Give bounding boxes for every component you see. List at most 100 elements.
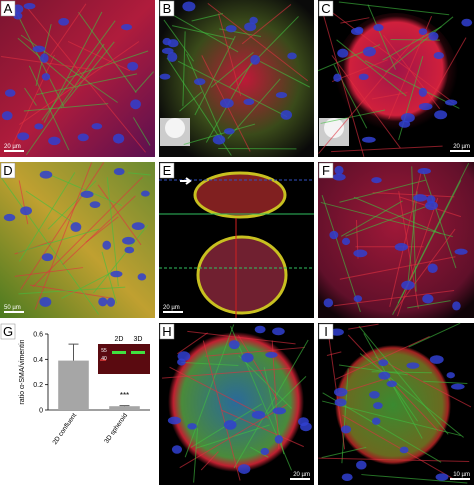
nucleus (138, 273, 147, 280)
nucleus (265, 352, 277, 358)
inset-sphere (165, 118, 185, 138)
nucleus (224, 420, 237, 430)
nucleus (244, 22, 256, 31)
nucleus (275, 435, 283, 444)
nucleus (132, 222, 145, 230)
bar (109, 406, 140, 410)
nucleus (107, 298, 115, 307)
nucleus (287, 52, 296, 59)
nucleus (78, 134, 89, 142)
nucleus (335, 166, 344, 175)
nucleus (373, 402, 383, 409)
nucleus (229, 340, 240, 349)
nucleus (42, 73, 50, 80)
nucleus (130, 99, 141, 109)
nucleus (422, 294, 433, 303)
nucleus (250, 55, 260, 65)
scale-bar-label: 20 µm (453, 144, 470, 150)
nucleus (341, 425, 351, 433)
nucleus (452, 301, 461, 310)
annotation: *** (120, 391, 129, 400)
nucleus (356, 461, 366, 470)
nucleus (113, 134, 124, 144)
nucleus (354, 27, 363, 34)
nucleus (419, 103, 433, 110)
nucleus (238, 464, 250, 474)
nucleus (401, 281, 414, 290)
marker-label: 40 (101, 356, 107, 362)
blot-band (131, 351, 145, 354)
nucleus (162, 48, 174, 54)
scale-bar-label: 20 µm (293, 472, 310, 478)
nucleus (90, 201, 101, 208)
panel-label: F (322, 163, 330, 178)
lane-label: 2D (115, 336, 124, 343)
nucleus (122, 237, 135, 245)
nucleus (395, 243, 408, 251)
nucleus (428, 32, 438, 41)
nucleus (461, 19, 472, 27)
nucleus (399, 121, 410, 128)
nucleus (362, 137, 376, 143)
nucleus (40, 53, 48, 63)
y-tick-label: 0 (39, 408, 43, 415)
nucleus (226, 25, 237, 32)
nucleus (102, 241, 111, 250)
scale-bar-label: 10 µm (453, 472, 470, 478)
nucleus (413, 194, 427, 201)
nucleus (378, 372, 390, 380)
nucleus (187, 423, 197, 429)
nucleus (363, 47, 376, 57)
panel-label: E (163, 163, 172, 178)
lane-label: 3D (134, 336, 143, 343)
nucleus (447, 372, 455, 378)
nucleus (168, 39, 179, 47)
nucleus (434, 110, 447, 119)
nucleus (124, 247, 134, 254)
marker-label: 55 (101, 348, 107, 354)
nucleus (372, 418, 381, 425)
nucleus (371, 177, 382, 183)
nucleus (194, 78, 205, 85)
nucleus (324, 298, 333, 307)
nucleus (373, 24, 383, 31)
nucleus (40, 171, 53, 179)
nucleus (272, 328, 285, 336)
nucleus (34, 123, 43, 129)
bar (58, 361, 89, 410)
scale-bar-label: 50 µm (4, 305, 21, 311)
nucleus (80, 191, 93, 198)
nucleus (354, 295, 362, 302)
nucleus (281, 110, 292, 120)
panel-label: I (324, 324, 328, 339)
nucleus (4, 214, 15, 221)
panel-label: B (163, 1, 172, 16)
nucleus (121, 24, 132, 30)
panel-label: C (321, 1, 330, 16)
y-tick-label: 0.2 (33, 382, 43, 389)
nucleus (24, 3, 36, 9)
nucleus (168, 417, 181, 425)
nucleus (243, 99, 254, 105)
blot-band (112, 351, 126, 354)
nucleus (177, 359, 186, 366)
y-tick-label: 0.4 (33, 357, 43, 364)
nucleus (333, 74, 341, 82)
nucleus (172, 445, 182, 454)
nucleus (5, 89, 16, 97)
nucleus (48, 137, 60, 146)
nucleus (127, 62, 138, 71)
nucleus (39, 297, 51, 307)
panel-label: A (4, 1, 13, 16)
nucleus (359, 74, 369, 80)
scale-bar-label: 20 µm (4, 144, 21, 150)
nucleus (419, 28, 427, 35)
nucleus (17, 132, 29, 140)
scale-bar-label: 20 µm (163, 305, 180, 311)
nucleus (300, 422, 312, 431)
spheroid-section (198, 237, 286, 313)
nucleus (273, 407, 286, 414)
nucleus (98, 297, 107, 306)
nucleus (92, 123, 103, 129)
